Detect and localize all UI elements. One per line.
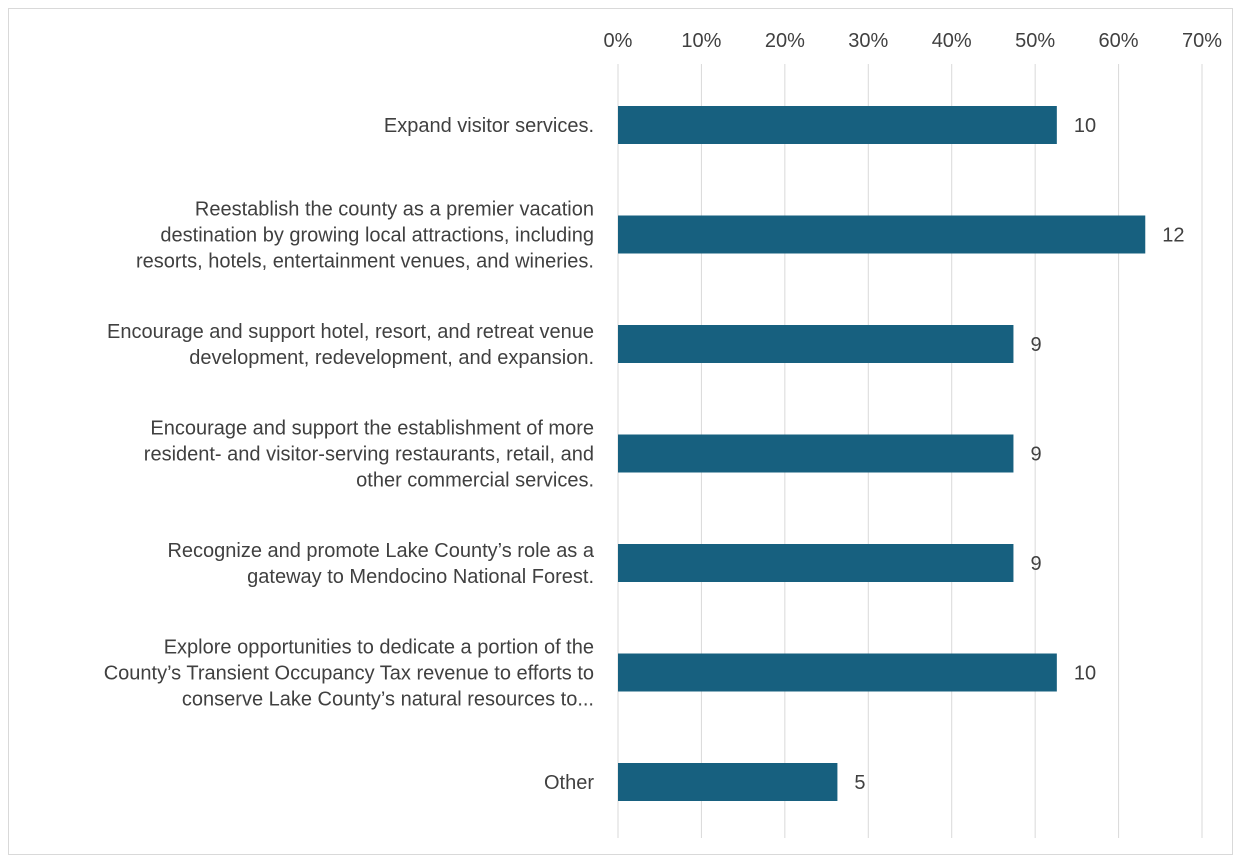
- category-label: conserve Lake County’s natural resources…: [182, 689, 594, 711]
- bars: [618, 106, 1146, 801]
- category-label: Encourage and support the establishment …: [150, 418, 594, 440]
- x-tick-label: 10%: [681, 30, 721, 52]
- category-label: development, redevelopment, and expansio…: [189, 347, 594, 369]
- x-tick-label: 0%: [604, 30, 633, 52]
- bar: [618, 544, 1014, 582]
- x-tick-label: 20%: [765, 30, 805, 52]
- bar: [618, 106, 1057, 144]
- bar: [618, 215, 1146, 254]
- category-label: destination by growing local attractions…: [160, 225, 594, 247]
- category-label: gateway to Mendocino National Forest.: [247, 566, 594, 588]
- x-tick-label: 70%: [1182, 30, 1222, 52]
- category-label: resorts, hotels, entertainment venues, a…: [136, 251, 594, 273]
- data-label: 10: [1074, 663, 1096, 685]
- category-label: other commercial services.: [356, 470, 594, 492]
- bar: [618, 434, 1014, 473]
- category-labels: Expand visitor services. Reestablish the …: [104, 115, 595, 794]
- category-label: resident- and visitor-serving restaurant…: [144, 444, 594, 466]
- data-label: 10: [1074, 115, 1096, 137]
- category-label: County’s Transient Occupancy Tax revenue…: [104, 663, 594, 685]
- x-tick-label: 50%: [1015, 30, 1055, 52]
- x-tick-label: 60%: [1099, 30, 1139, 52]
- bar: [618, 763, 838, 801]
- x-axis-ticks: 0% 10% 20% 30% 40% 50% 60% 70%: [604, 30, 1223, 52]
- data-label: 9: [1030, 334, 1041, 356]
- data-label: 5: [854, 772, 865, 794]
- data-label: 9: [1030, 553, 1041, 575]
- data-label: 12: [1162, 225, 1184, 247]
- data-label: 9: [1030, 444, 1041, 466]
- bar: [618, 653, 1057, 692]
- category-label: Recognize and promote Lake County’s role…: [167, 540, 594, 562]
- data-labels: 10 12 9 9 9 10 5: [854, 115, 1184, 794]
- category-label: Encourage and support hotel, resort, and…: [107, 321, 594, 343]
- chart-frame: [8, 8, 1233, 855]
- x-tick-label: 40%: [932, 30, 972, 52]
- x-tick-label: 30%: [848, 30, 888, 52]
- category-label: Explore opportunities to dedicate a port…: [164, 637, 594, 659]
- category-label: Reestablish the county as a premier vaca…: [195, 199, 594, 221]
- category-label: Expand visitor services.: [384, 115, 594, 137]
- category-label: Other: [544, 772, 594, 794]
- bar: [618, 325, 1014, 363]
